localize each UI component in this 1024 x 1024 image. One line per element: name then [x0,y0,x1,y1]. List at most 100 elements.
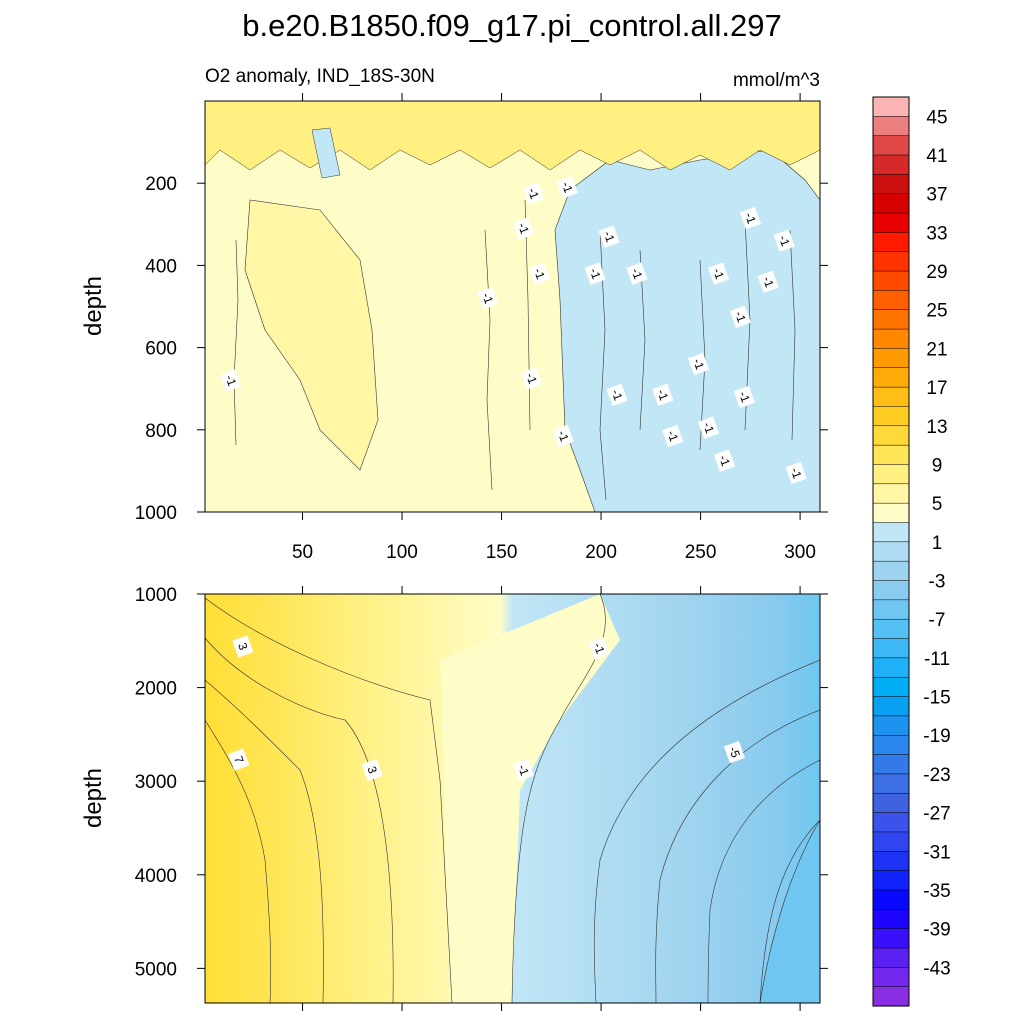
colorbar-swatch [872,444,910,466]
colorbar-swatch [872,522,910,543]
contour-label-box [626,262,648,285]
contour-label-text: -1 [601,229,618,244]
upper-contour-label: -1 [739,206,761,230]
upper-contour-label: -1 [713,449,736,472]
upper-y-tick-label: 1000 [135,503,177,524]
contour-label-box [552,424,574,448]
upper-contour-label: -1 [520,367,543,390]
contour-label-text: -1 [515,221,532,236]
contour-label-text: -1 [760,274,777,289]
upper-surface-band [205,101,820,171]
colorbar-swatch [872,174,910,195]
contour-label-box [697,416,720,439]
colorbar-swatch [872,386,910,407]
colorbar-label: -43 [923,958,950,979]
upper-x-tick-label: 200 [585,542,617,563]
colorbar-label: -39 [923,920,950,941]
colorbar-swatch [872,618,910,640]
colorbar-swatch [872,676,910,698]
contour-label-box [729,305,751,328]
contour-label-box [528,262,550,285]
upper-x-ticks: 50 100 150 200 250 300 [292,93,816,563]
contour-label-text: -1 [609,387,626,402]
lower-plot-area [205,594,820,1003]
colorbar-label: 17 [926,378,947,399]
colorbar-swatch [872,793,910,814]
upper-contour-label: -1 [757,270,779,294]
contour-label-box [773,229,795,252]
contour-label-text: -1 [710,266,727,281]
upper-contour-label: -1 [522,182,544,205]
colorbar-swatch [872,232,910,253]
colorbar-swatch [872,909,910,930]
contour-label-text: -1 [700,420,717,435]
contour-label-box [707,262,730,285]
colorbar-label: -27 [923,804,950,825]
upper-contour-label: -1 [220,369,242,392]
lower-y-tick-label: 2000 [135,679,177,700]
contour-label-box [606,383,628,407]
upper-contour-label: -1 [512,217,535,240]
contour-label-box [512,758,535,782]
upper-y-ticks: 200 400 600 800 1000 [135,174,828,524]
colorbar-label: -15 [923,688,950,709]
upper-contour-label: -1 [733,385,755,409]
contour-label-box [232,635,254,658]
lower-midwater-neutral [440,594,620,1003]
colorbar-swatch [872,193,910,214]
colorbar-label: 5 [932,494,943,515]
upper-field-lighter [244,199,379,471]
contour-label-text: -1 [222,373,239,388]
colorbar-swatch [872,560,910,582]
colorbar-swatch [872,754,910,775]
lower-contour-label: -1 [512,758,535,782]
colorbar-swatch [872,425,910,446]
colorbar-swatch [872,638,910,659]
colorbar-swatch [872,212,910,233]
contour-label-box [520,367,543,390]
colorbar-label: 25 [926,301,947,322]
colorbar-swatch [872,502,910,524]
contour-label-text: -1 [742,211,759,226]
upper-contour-label: -1 [477,287,499,310]
contour-label-box [220,369,242,392]
upper-y-tick-label: 800 [145,421,177,442]
colorbar-swatch [872,367,910,388]
contour-label-box [662,424,684,448]
colorbar-label: -19 [923,726,950,747]
lower-y-tick-label: 5000 [135,959,177,980]
lower-contour-label: 3 [361,758,383,782]
upper-y-tick-label: 600 [145,339,177,360]
contour-label-box [584,262,606,285]
lower-panel-frame [204,593,821,1004]
colorbar-label: 9 [932,455,943,476]
upper-x-tick-label: 300 [784,542,816,563]
colorbar-frame [872,96,910,1007]
colorbar-label: -35 [923,881,950,902]
colorbar: 45 41 37 33 29 25 21 17 13 9 5 1 -3 -7 -11 -15 -19 -23 -27… [872,96,951,1007]
upper-contour-label: -1 [785,461,807,485]
figure-title: b.e20.B1850.f09_g17.pi_control.all.297 [242,8,782,43]
upper-contour-label: -1 [707,262,730,285]
upper-contour-label: -1 [552,424,574,448]
lower-y-tick-label: 3000 [135,772,177,793]
upper-contour-label: -1 [729,305,751,328]
upper-contour-label: -1 [773,229,795,252]
colorbar-label: -3 [929,572,946,593]
colorbar-swatch [872,328,910,349]
contour-label-box [723,740,746,764]
upper-x-tick-label: 50 [292,542,313,563]
colorbar-label: -11 [924,649,950,670]
contour-label-text: -1 [776,233,793,248]
lower-x-ticks [302,586,801,1011]
contour-label-text: -1 [654,387,671,402]
colorbar-swatch [872,870,910,891]
upper-contour-label: -1 [584,262,606,285]
upper-field-negative [554,149,820,512]
contour-label-text: -1 [591,641,608,656]
upper-y-axis-label: depth [80,276,107,336]
colorbar-swatch [872,812,910,833]
contour-label-box [713,449,736,472]
right-subtitle: mmol/m^3 [733,70,820,91]
colorbar-label: 1 [932,533,943,554]
